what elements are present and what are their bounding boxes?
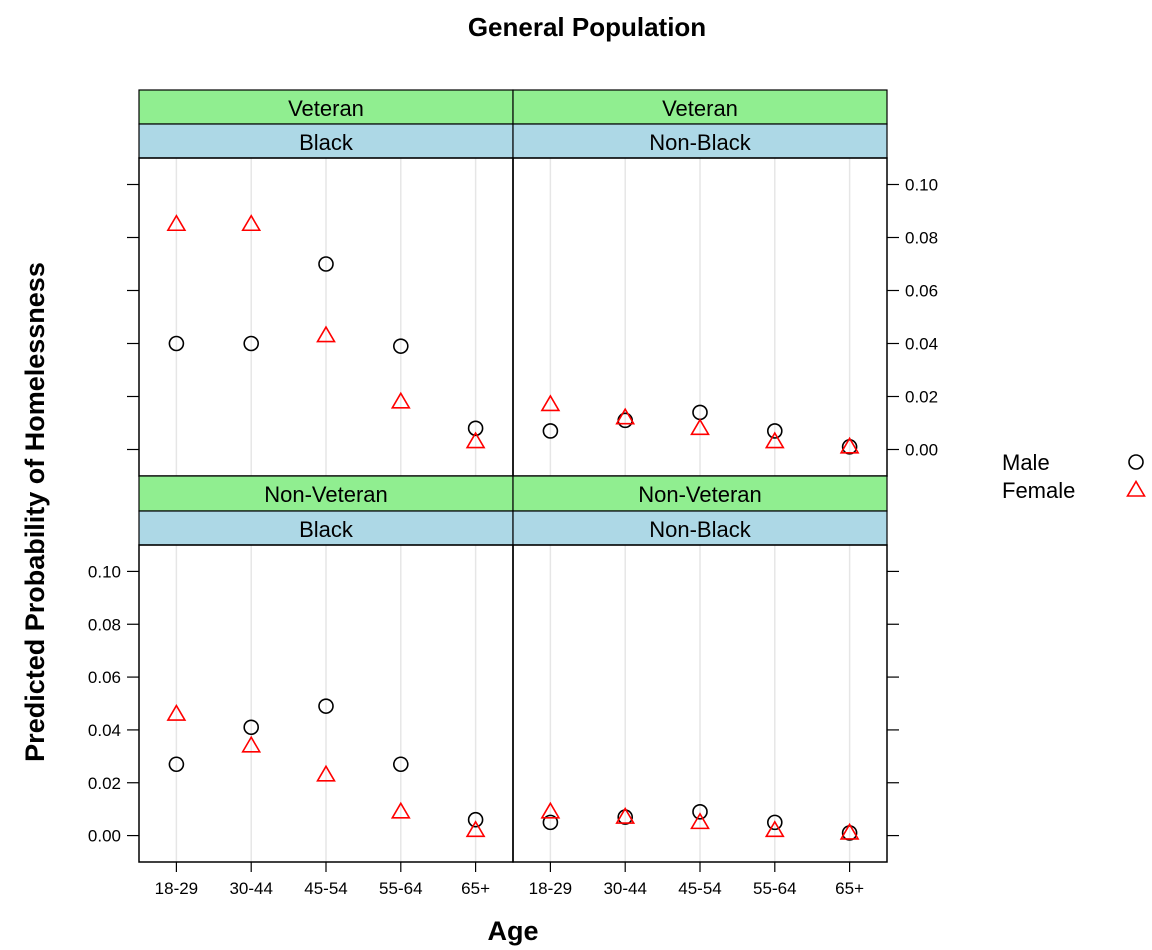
point-female <box>390 801 411 819</box>
strip-inner-label: Black <box>299 517 354 542</box>
point-male <box>542 423 559 439</box>
strip-outer <box>138 475 514 512</box>
strip-inner-label: Black <box>299 130 354 155</box>
point-female <box>241 214 262 232</box>
point-male <box>766 814 783 831</box>
panel-1: Veteran Black <box>138 89 514 477</box>
point-male <box>243 719 259 736</box>
x-tick-label: 65+ <box>461 879 490 898</box>
point-female <box>241 735 262 753</box>
y-tick-label: 0.02 <box>88 774 121 793</box>
panels: Veteran Black Veteran Non-Black Non-Veteran B… <box>88 89 938 898</box>
x-tick-label: 55-64 <box>753 879 796 898</box>
y-tick-label: 0.02 <box>905 388 938 407</box>
point-male <box>542 814 559 831</box>
y-axis-title: Predicted Probability of Homelessness <box>20 262 50 762</box>
x-tick-label: 45-54 <box>304 879 347 898</box>
point-female <box>316 325 336 343</box>
strip-inner <box>138 510 514 546</box>
point-male <box>692 804 708 820</box>
strip-outer-label: Non-Veteran <box>638 482 762 507</box>
point-male <box>467 811 484 828</box>
point-female <box>465 820 486 838</box>
legend: Male Female <box>1002 450 1146 503</box>
y-tick-label: 0.04 <box>88 721 121 740</box>
point-female <box>540 394 561 412</box>
y-tick-label: 0.06 <box>88 668 121 687</box>
strip-outer-label: Veteran <box>288 96 364 121</box>
point-male <box>318 698 334 714</box>
point-female <box>166 703 187 721</box>
y-tick-label: 0.00 <box>905 441 938 460</box>
strip-inner-label: Non-Black <box>649 130 751 155</box>
point-female <box>615 407 636 425</box>
point-male <box>392 338 409 354</box>
point-male <box>243 335 259 352</box>
point-male <box>392 756 409 773</box>
x-axis-title: Age <box>487 916 538 946</box>
point-male <box>318 256 334 272</box>
x-tick-label: 18-29 <box>529 879 572 898</box>
x-tick-label: 30-44 <box>229 879 272 898</box>
point-female <box>690 418 710 436</box>
x-tick-label: 65+ <box>835 879 864 898</box>
y-tick-label: 0.00 <box>88 827 121 846</box>
strip-outer <box>138 89 514 125</box>
y-tick-label: 0.10 <box>905 176 938 195</box>
point-female <box>690 812 710 830</box>
strip-outer <box>512 475 888 512</box>
point-male <box>168 756 185 773</box>
y-tick-label: 0.04 <box>905 335 938 354</box>
y-tick-label: 0.08 <box>905 229 938 248</box>
point-male <box>766 423 783 439</box>
point-female <box>465 431 486 449</box>
legend-label: Male <box>1002 450 1050 475</box>
strip-outer-label: Veteran <box>662 96 738 121</box>
legend-marker-triangle <box>1126 479 1146 497</box>
strip-inner <box>512 123 888 159</box>
point-female <box>166 214 187 232</box>
x-tick-label: 55-64 <box>379 879 422 898</box>
strip-outer <box>512 89 888 125</box>
y-tick-label: 0.06 <box>905 282 938 301</box>
panel-4: Non-Veteran Non-Black <box>512 475 888 863</box>
point-female <box>839 822 860 840</box>
panel-2: Veteran Non-Black <box>512 89 888 477</box>
x-tick-label: 18-29 <box>155 879 198 898</box>
point-female <box>764 820 785 838</box>
point-female <box>615 807 636 824</box>
point-male <box>467 420 484 437</box>
y-tick-label: 0.08 <box>88 615 121 634</box>
point-female <box>390 391 411 409</box>
strip-outer-label: Non-Veteran <box>264 482 388 507</box>
legend-label: Female <box>1002 478 1075 503</box>
legend-marker-circle <box>1128 454 1144 470</box>
x-tick-label: 45-54 <box>678 879 721 898</box>
x-tick-label: 30-44 <box>603 879 646 898</box>
panel-3: Non-Veteran Black <box>138 475 514 863</box>
point-female <box>540 801 561 819</box>
point-female <box>839 436 860 454</box>
point-male <box>168 335 185 352</box>
y-tick-label: 0.10 <box>88 562 121 581</box>
strip-inner-label: Non-Black <box>649 517 751 542</box>
chart-title: General Population <box>468 12 706 42</box>
point-female <box>316 764 336 782</box>
point-female <box>764 431 785 449</box>
